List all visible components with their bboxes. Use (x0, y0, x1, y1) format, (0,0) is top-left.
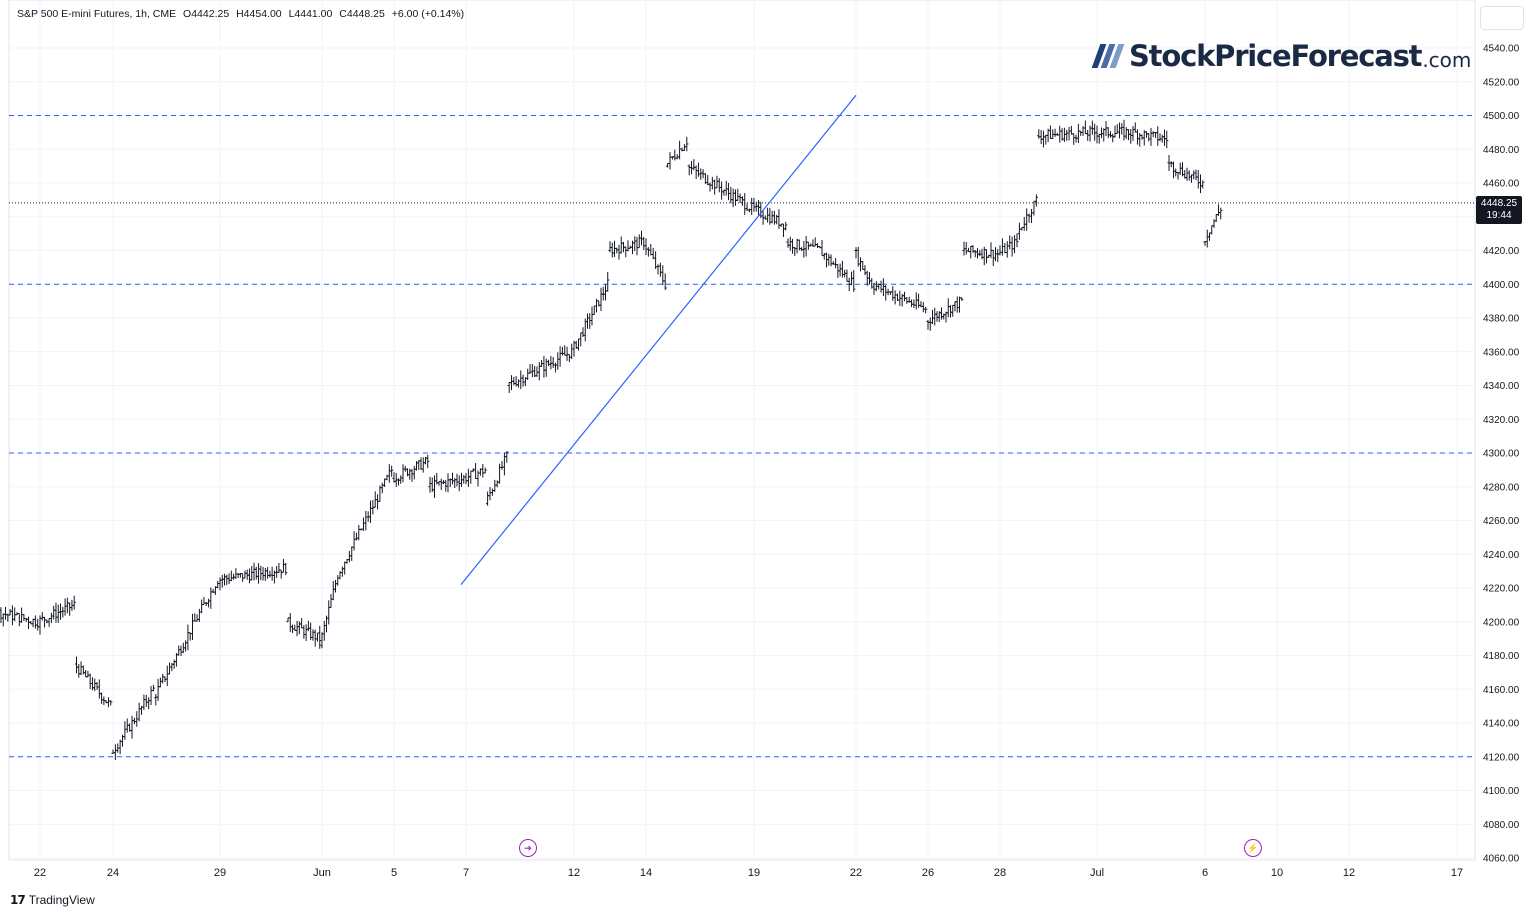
ohlc-bar (685, 136, 689, 152)
y-tick-label: 4300.00 (1483, 449, 1520, 460)
y-tick-label: 4160.00 (1483, 685, 1520, 696)
x-tick-label: 29 (214, 867, 226, 879)
legend-low: L4441.00 (288, 8, 333, 20)
y-tick-label: 4480.00 (1483, 145, 1520, 156)
ohlc-bars (0, 119, 1223, 760)
legend-open: O4442.25 (183, 8, 230, 20)
y-tick-label: 4080.00 (1483, 820, 1520, 831)
ohlc-bar (1201, 180, 1205, 189)
x-tick-label: 12 (568, 867, 580, 879)
x-axis: 22 24 29 Jun 5 7 12 14 19 22 26 28 Jul 6 10 12 17 (9, 859, 1475, 879)
y-tick-label: 4400.00 (1483, 280, 1520, 291)
ohlc-bar (3, 606, 8, 620)
tradingview-label: TradingView (28, 893, 95, 907)
split-event-icon[interactable]: ➔ (519, 839, 537, 857)
y-tick-label: 4060.00 (1483, 854, 1520, 865)
ohlc-bar (318, 625, 322, 649)
x-tick-label: 6 (1202, 867, 1208, 879)
bar-countdown: 19:44 (1486, 210, 1512, 221)
y-tick-label: 4120.00 (1483, 752, 1520, 763)
brand-slashes-icon (1091, 44, 1125, 68)
ohlc-bar (151, 684, 156, 692)
x-tick-label: 19 (748, 867, 760, 879)
x-tick-label: 7 (463, 867, 469, 879)
ohlc-bar (505, 451, 509, 463)
trendline[interactable] (460, 94, 857, 586)
ohlc-bar (109, 700, 113, 706)
y-tick-label: 4320.00 (1483, 415, 1520, 426)
ohlc-bar (606, 271, 610, 292)
x-tick-label: Jun (313, 867, 331, 879)
y-tick-label: 4360.00 (1483, 347, 1520, 358)
y-tick-label: 4140.00 (1483, 719, 1520, 730)
ohlc-bar (960, 297, 964, 301)
dividend-event-icon[interactable]: ⚡ (1244, 839, 1262, 857)
x-tick-label: Jul (1090, 867, 1104, 879)
x-tick-label: 26 (922, 867, 934, 879)
y-tick-label: 4460.00 (1483, 179, 1520, 190)
ohlc-bar (390, 465, 394, 477)
y-tick-label: 4240.00 (1483, 550, 1520, 561)
ohlc-bar (1165, 130, 1169, 149)
y-axis: 4060.00 4080.00 4100.00 4120.00 4140.00 4160.… (1483, 44, 1520, 865)
tradingview-logo-icon: 17 (10, 893, 26, 907)
x-tick-label: 14 (640, 867, 652, 879)
legend-symbol: S&P 500 E-mini Futures, 1h, CME (17, 8, 177, 20)
ohlc-bar (1034, 194, 1038, 207)
ohlc-bar (483, 467, 487, 474)
last-price-label: 4448.25 19:44 (1476, 196, 1522, 224)
legend-high: H4454.00 (236, 8, 282, 20)
x-tick-label: 22 (850, 867, 862, 879)
x-tick-label: 12 (1343, 867, 1355, 879)
y-tick-label: 4420.00 (1483, 246, 1520, 257)
brand-name: StockPriceForecast (1129, 39, 1423, 73)
y-tick-label: 4260.00 (1483, 516, 1520, 527)
trendline-group[interactable] (460, 94, 857, 586)
ohlc-bar (852, 270, 856, 292)
legend-close: C4448.25 (339, 8, 385, 20)
brand-logo: StockPriceForecast .com (1091, 36, 1472, 76)
x-tick-label: 10 (1271, 867, 1283, 879)
x-tick-label: 17 (1451, 867, 1463, 879)
chart-settings-button[interactable] (1480, 6, 1524, 30)
y-tick-label: 4540.00 (1483, 44, 1520, 55)
y-tick-label: 4220.00 (1483, 584, 1520, 595)
plot-area (8, 0, 1476, 861)
y-tick-label: 4340.00 (1483, 381, 1520, 392)
ohlc-bar (784, 221, 788, 231)
y-tick-label: 4200.00 (1483, 617, 1520, 628)
y-tick-label: 4280.00 (1483, 482, 1520, 493)
tradingview-attribution[interactable]: 17 TradingView (10, 893, 95, 907)
legend-change: +6.00 (+0.14%) (391, 8, 465, 20)
ohlc-bar (0, 607, 3, 624)
y-tick-label: 4100.00 (1483, 786, 1520, 797)
x-tick-label: 24 (107, 867, 119, 879)
ohlc-bar (426, 454, 430, 469)
x-tick-label: 22 (34, 867, 46, 879)
y-tick-label: 4380.00 (1483, 314, 1520, 325)
y-tick-label: 4180.00 (1483, 651, 1520, 662)
ohlc-bar (1219, 207, 1223, 220)
ohlc-bar (1015, 233, 1019, 248)
ohlc-bar (284, 562, 288, 576)
ohlc-bar (663, 273, 667, 290)
x-tick-label: 28 (994, 867, 1006, 879)
last-price-value: 4448.25 (1480, 198, 1518, 209)
brand-tld: .com (1422, 47, 1472, 72)
ohlc-bar (1, 613, 5, 627)
ohlc-bar (924, 306, 928, 314)
x-tick-label: 5 (391, 867, 397, 879)
y-tick-label: 4500.00 (1483, 111, 1520, 122)
symbol-legend: S&P 500 E-mini Futures, 1h, CME O4442.25… (17, 8, 468, 20)
ohlc-bar (72, 595, 76, 610)
y-tick-label: 4520.00 (1483, 77, 1520, 88)
